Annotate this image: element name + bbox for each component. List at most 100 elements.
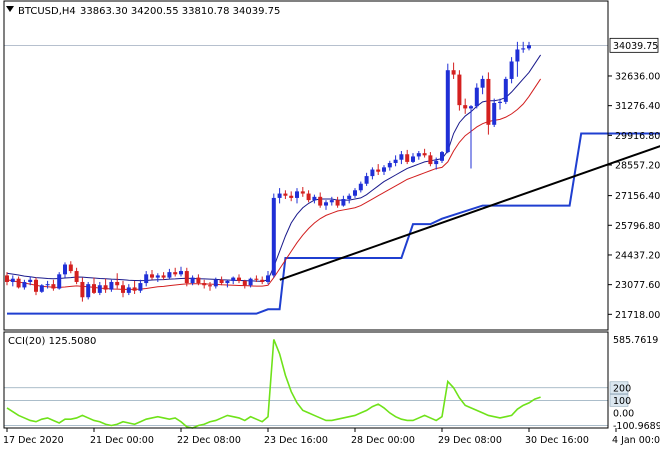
candle-body[interactable] [173,272,178,275]
candle-body[interactable] [184,271,189,284]
candle-body[interactable] [277,193,282,198]
candle-body[interactable] [474,87,479,107]
price-tick-label: 29916.80 [615,131,660,142]
candle-body[interactable] [283,193,288,196]
candle-body[interactable] [515,49,520,62]
candle-body[interactable] [341,199,346,206]
candle-body[interactable] [271,197,276,276]
candle-body[interactable] [121,285,125,293]
candle-body[interactable] [22,281,27,288]
candle-body[interactable] [364,176,369,184]
candle-body[interactable] [161,275,166,278]
candle-body[interactable] [74,271,79,282]
candle-body[interactable] [370,169,375,177]
candle-body[interactable] [324,202,328,206]
candle-body[interactable] [387,162,392,168]
candle-body[interactable] [318,196,323,206]
candle-body[interactable] [376,169,381,172]
candle-body[interactable] [144,274,149,284]
candle-body[interactable] [306,193,311,201]
candle-body[interactable] [97,285,102,293]
candle-body[interactable] [213,279,218,287]
candle-body[interactable] [405,154,410,162]
candle-body[interactable] [45,284,50,286]
candle-body[interactable] [358,183,363,191]
candle-body[interactable] [469,106,473,109]
candle-body[interactable] [445,70,450,153]
candle-body[interactable] [34,279,38,292]
candle-body[interactable] [248,278,253,286]
candle-body[interactable] [219,279,224,284]
candle-body[interactable] [503,78,508,102]
candle-body[interactable] [63,264,67,275]
candle-body[interactable] [208,285,212,287]
candle-body[interactable] [254,278,259,280]
candle-body[interactable] [231,277,236,281]
candle-body[interactable] [289,195,294,198]
candle-body[interactable] [138,283,143,291]
candle-body[interactable] [103,285,108,290]
candle-body[interactable] [51,284,56,289]
candle-body[interactable] [225,280,230,284]
candle-body[interactable] [202,283,207,286]
candle-body[interactable] [335,200,340,206]
candle-body[interactable] [411,156,415,162]
candle-body[interactable] [57,274,62,289]
current-price-label: 34039.75 [613,41,658,52]
candle-body[interactable] [86,284,91,298]
candle-body[interactable] [527,45,531,49]
candle-body[interactable] [300,191,305,194]
candle-body[interactable] [68,264,73,272]
candle-body[interactable] [126,287,131,293]
candle-body[interactable] [428,155,433,165]
candle-body[interactable] [480,78,485,88]
candle-body[interactable] [155,275,160,278]
trend-line[interactable] [279,66,660,281]
candle-body[interactable] [399,154,404,160]
candle-body[interactable] [237,277,241,281]
candle-body[interactable] [115,281,120,286]
candle-body[interactable] [39,285,44,292]
candle-body[interactable] [347,195,352,200]
candle-body[interactable] [179,271,183,275]
candle-body[interactable] [312,196,317,201]
candle-body[interactable] [167,272,172,278]
candle-body[interactable] [498,101,502,103]
candle-body[interactable] [10,278,15,282]
dropdown-triangle-icon[interactable] [6,6,14,12]
candle-body[interactable] [190,277,195,284]
cci-level-box [609,381,629,395]
candle-body[interactable] [521,48,526,50]
candle-body[interactable] [150,274,154,278]
candle-body[interactable] [492,102,497,125]
candle-body[interactable] [486,78,491,125]
candle-body[interactable] [457,74,462,106]
candle-body[interactable] [132,287,137,291]
candle-body[interactable] [434,160,439,165]
price-panel[interactable] [4,41,660,315]
candle-body[interactable] [109,281,114,290]
candle-body[interactable] [393,159,398,163]
candle-body[interactable] [16,278,21,288]
candle-body[interactable] [353,190,357,196]
candle-body[interactable] [266,275,270,282]
candle-body[interactable] [196,277,201,284]
candle-body[interactable] [463,105,468,109]
candle-body[interactable] [295,191,299,198]
candle-body[interactable] [5,275,9,282]
candle-body[interactable] [329,200,334,203]
candle-body[interactable] [92,284,96,293]
candle-body[interactable] [242,280,247,286]
candle-body[interactable] [451,70,456,75]
candle-body[interactable] [440,152,444,161]
candle-body[interactable] [80,281,85,298]
candle-body[interactable] [260,279,265,282]
candle-body[interactable] [382,167,386,172]
candle-body[interactable] [416,153,421,157]
candle-body[interactable] [509,61,514,79]
candle-body[interactable] [422,153,427,156]
candle-body[interactable] [28,279,33,282]
cci-panel[interactable] [4,339,608,429]
